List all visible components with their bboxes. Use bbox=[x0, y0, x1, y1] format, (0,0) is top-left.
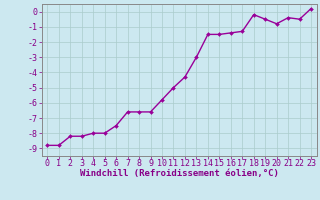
X-axis label: Windchill (Refroidissement éolien,°C): Windchill (Refroidissement éolien,°C) bbox=[80, 169, 279, 178]
